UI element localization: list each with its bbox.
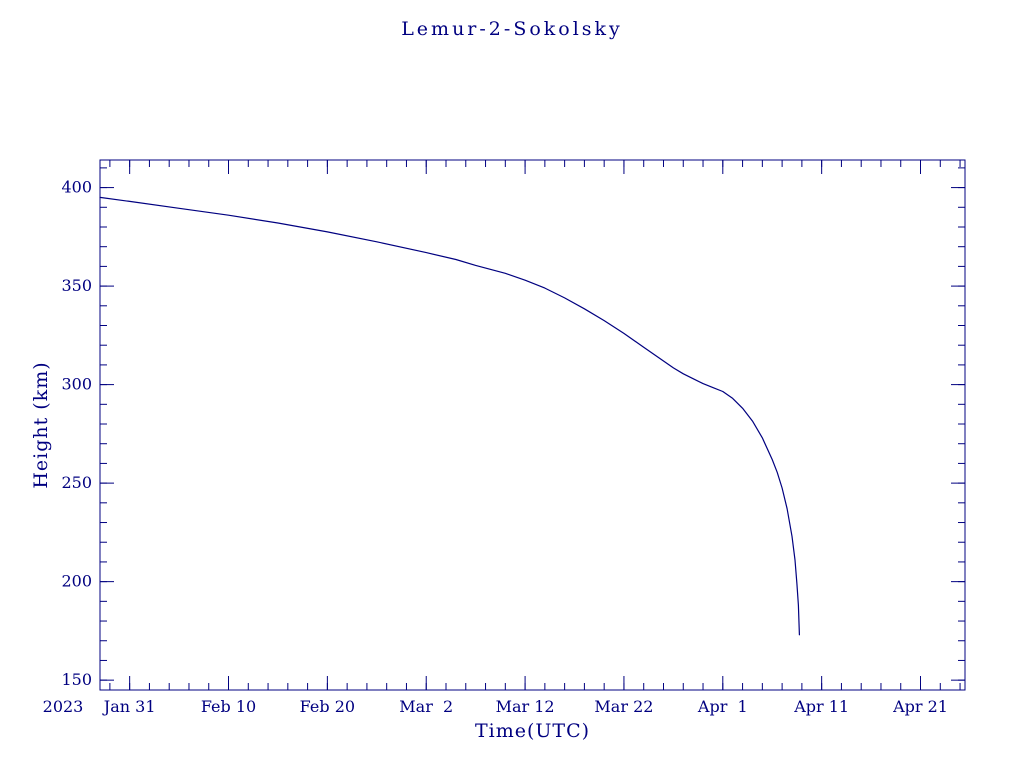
x-tick-label: Mar 2 [399,697,453,716]
y-axis-label: Height (km) [30,361,52,489]
x-tick-label: Jan 31 [102,697,156,716]
y-tick-label: 400 [61,178,92,197]
y-tick-label: 150 [61,670,92,689]
plot-frame [99,159,966,691]
x-tick-label: Mar 22 [594,697,653,716]
chart-title: Lemur-2-Sokolsky [401,18,623,40]
y-tick-label: 300 [61,375,92,394]
x-axis-year-label: 2023 [43,697,84,716]
y-tick-label: 250 [61,473,92,492]
series-line [99,196,801,636]
x-tick-label: Mar 12 [496,697,555,716]
x-tick-label: Feb 10 [201,697,256,716]
x-axis-label: Time(UTC) [474,720,591,742]
y-tick-label: 200 [61,572,92,591]
x-tick-label: Feb 20 [300,697,355,716]
y-tick-label: 350 [61,276,92,295]
x-tick-label: Apr 21 [892,697,948,716]
x-tick-label: Apr 1 [697,697,748,716]
x-tick-label: Apr 11 [793,697,849,716]
